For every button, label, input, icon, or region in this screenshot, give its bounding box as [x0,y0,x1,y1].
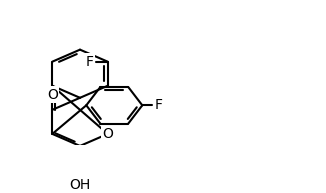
Text: O: O [47,88,58,102]
Text: F: F [86,55,94,69]
Text: O: O [102,127,113,141]
Text: F: F [154,98,162,112]
Text: OH: OH [69,178,91,192]
